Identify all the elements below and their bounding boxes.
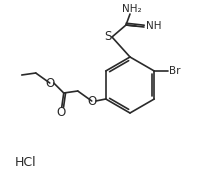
Text: S: S (104, 29, 111, 43)
Text: Br: Br (168, 66, 180, 76)
Text: O: O (87, 95, 96, 107)
Text: O: O (56, 105, 65, 119)
Text: O: O (45, 77, 54, 90)
Text: NH: NH (145, 21, 161, 31)
Text: HCl: HCl (15, 157, 36, 169)
Text: NH₂: NH₂ (122, 4, 141, 14)
